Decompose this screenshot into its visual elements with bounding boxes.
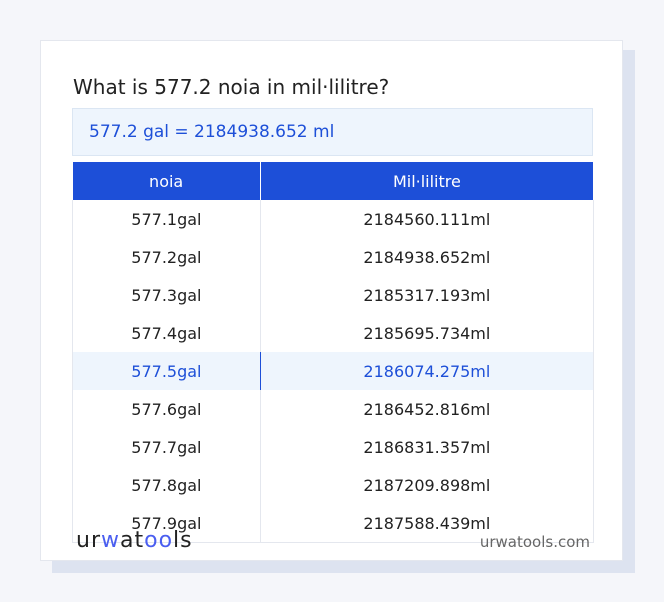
table-row: 577.1gal 2184560.111ml xyxy=(72,200,595,238)
ml-cell: 2187588.439ml xyxy=(259,504,595,543)
result-box: 577.2 gal = 2184938.652 ml xyxy=(72,108,593,156)
gal-cell: 577.1gal xyxy=(72,200,261,238)
converter-card: What is 577.2 noia in mil·lilitre? 577.2… xyxy=(40,40,623,561)
page-title: What is 577.2 noia in mil·lilitre? xyxy=(73,75,390,99)
conversion-table: noia Mil·lilitre 577.1gal 2184560.111ml 57… xyxy=(72,162,595,543)
ml-cell: 2185695.734ml xyxy=(259,314,595,352)
gal-cell: 577.3gal xyxy=(72,276,261,314)
ml-cell: 2184938.652ml xyxy=(259,238,595,276)
table-row: 577.9gal 2187588.439ml xyxy=(72,504,595,543)
gal-cell: 577.5gal xyxy=(72,352,261,390)
table-row: 577.8gal 2187209.898ml xyxy=(72,466,595,504)
ml-cell: 2185317.193ml xyxy=(259,276,595,314)
gal-cell: 577.2gal xyxy=(72,238,261,276)
table-row: 577.3gal 2185317.193ml xyxy=(72,276,595,314)
gal-cell: 577.6gal xyxy=(72,390,261,428)
gal-cell: 577.7gal xyxy=(72,428,261,466)
urwatools-logo[interactable]: urwatools xyxy=(76,528,193,553)
table-row: 577.6gal 2186452.816ml xyxy=(72,390,595,428)
ml-cell: 2184560.111ml xyxy=(259,200,595,238)
header-from: noia xyxy=(72,162,261,200)
table-row: 577.2gal 2184938.652ml xyxy=(72,238,595,276)
header-to: Mil·lilitre xyxy=(260,162,595,200)
ml-cell: 2187209.898ml xyxy=(259,466,595,504)
ml-cell: 2186452.816ml xyxy=(259,390,595,428)
table-row: 577.5gal 2186074.275ml xyxy=(72,352,595,390)
site-link[interactable]: urwatools.com xyxy=(479,533,590,551)
ml-cell: 2186074.275ml xyxy=(259,352,595,390)
ml-cell: 2186831.357ml xyxy=(259,428,595,466)
gal-cell: 577.9gal xyxy=(72,504,261,543)
gal-cell: 577.8gal xyxy=(72,466,261,504)
gal-cell: 577.4gal xyxy=(72,314,261,352)
table-row: 577.7gal 2186831.357ml xyxy=(72,428,595,466)
table-row: 577.4gal 2185695.734ml xyxy=(72,314,595,352)
